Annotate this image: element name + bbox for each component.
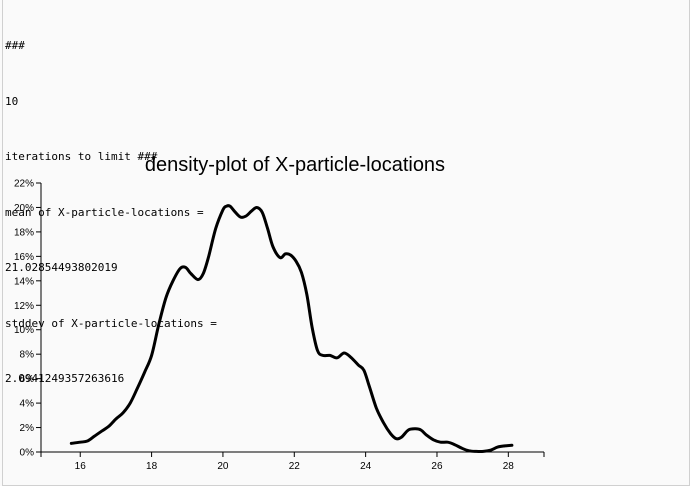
x-tick-label: 16 bbox=[75, 461, 87, 472]
y-tick-label: 0% bbox=[20, 448, 35, 459]
y-tick-label: 8% bbox=[20, 350, 35, 361]
y-tick-label: 20% bbox=[14, 203, 34, 214]
density-chart: density-plot of X-particle-locations 0% 2… bbox=[14, 154, 545, 472]
y-tick-label: 2% bbox=[20, 423, 35, 434]
chart-title: density-plot of X-particle-locations bbox=[145, 154, 445, 176]
x-tick-label: 24 bbox=[360, 461, 372, 472]
log-line-mean-value: 21.02854493802019 bbox=[5, 261, 118, 274]
log-line-iterations-label: iterations to limit ### bbox=[5, 150, 158, 163]
log-line-mean-label: mean of X-particle-locations = bbox=[5, 205, 204, 219]
y-axis: 0% 2% 4% 6% 8% 10% 12% 14% 16% 18% 20% 22% bbox=[14, 179, 42, 459]
log-line-stddev-value: 2.0941249357263616 bbox=[5, 372, 125, 385]
y-tick-label: 6% bbox=[20, 374, 35, 385]
x-tick-label: 26 bbox=[431, 461, 443, 472]
y-tick-label: 4% bbox=[20, 399, 35, 410]
plot-area bbox=[69, 204, 514, 454]
y-tick-label: 18% bbox=[14, 227, 34, 238]
console-log: ### 10 iterations to limit ### mean of X… bbox=[5, 0, 217, 407]
y-tick-label: 10% bbox=[14, 325, 34, 336]
x-tick-label: 20 bbox=[217, 461, 229, 472]
x-tick-label: 28 bbox=[503, 461, 515, 472]
y-tick-label: 16% bbox=[14, 252, 34, 263]
y-tick-label: 22% bbox=[14, 179, 34, 190]
y-tick-label: 14% bbox=[14, 276, 34, 287]
y-tick-label: 12% bbox=[14, 301, 34, 312]
log-line-iterations: 10 bbox=[5, 94, 19, 108]
log-line-header: ### bbox=[5, 39, 25, 52]
x-tick-label: 18 bbox=[146, 461, 158, 472]
x-tick-label: 22 bbox=[289, 461, 301, 472]
log-line-stddev-label: stddev of X-particle-locations = bbox=[5, 316, 217, 330]
x-axis: 16 18 20 22 24 26 28 bbox=[40, 451, 545, 472]
density-line bbox=[69, 204, 514, 454]
